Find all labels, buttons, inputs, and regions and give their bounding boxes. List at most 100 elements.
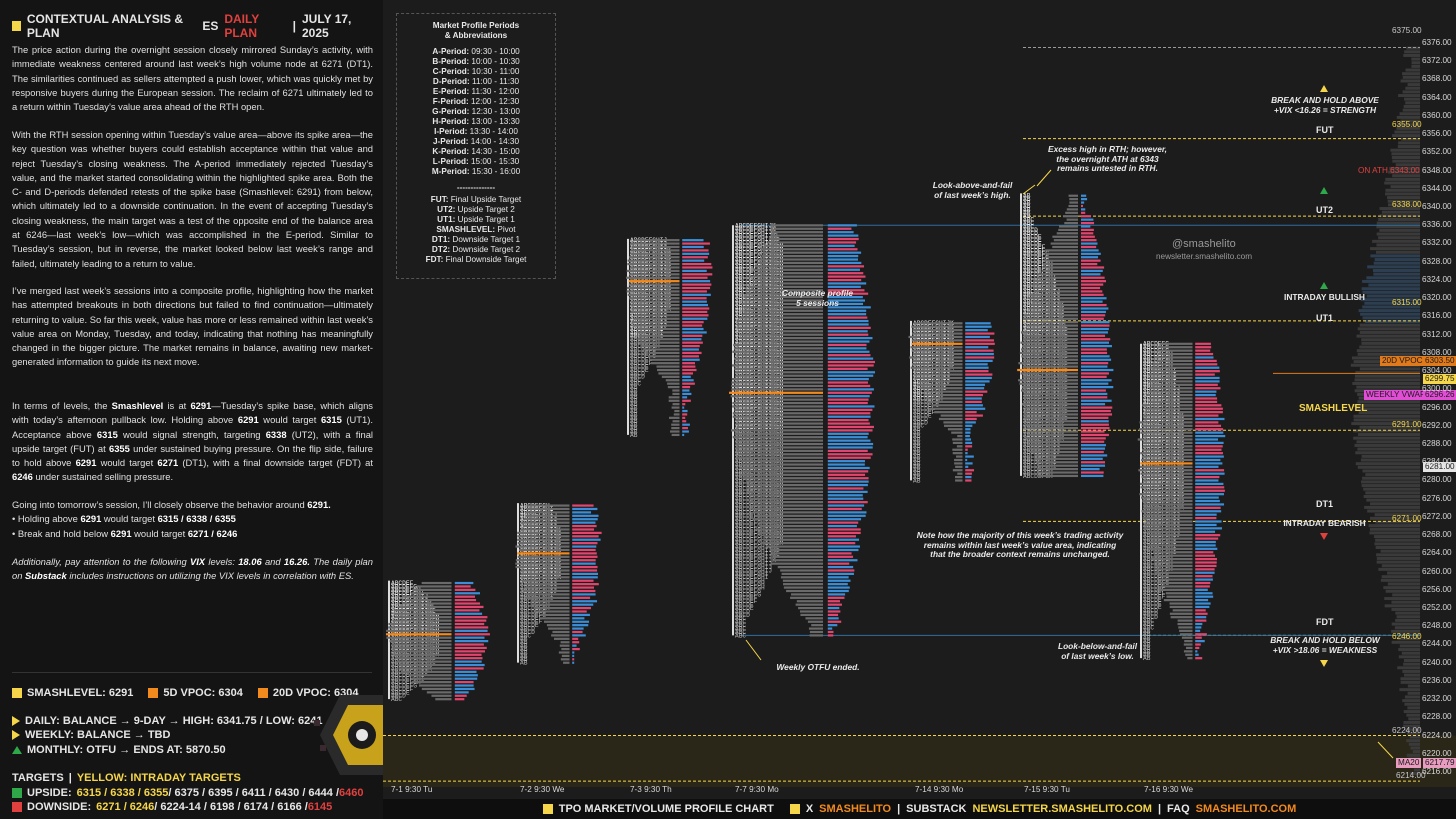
delta-bar — [1081, 420, 1109, 422]
footer-substack-link[interactable]: NEWSLETTER.SMASHELITO.COM — [972, 803, 1151, 815]
header-instrument: ES — [202, 19, 218, 33]
volume-bar — [666, 379, 680, 381]
delta-bar — [828, 323, 869, 325]
delta-bar — [828, 241, 856, 243]
volume-profile-bar — [1403, 663, 1420, 666]
delta-bar — [828, 573, 854, 575]
delta-bar — [572, 549, 595, 551]
volume-bar — [417, 585, 451, 587]
delta-bar — [965, 360, 992, 362]
delta-bar — [1195, 367, 1219, 369]
delta-bar — [965, 326, 991, 328]
delta-bar — [572, 621, 589, 623]
delta-bar — [1081, 280, 1106, 282]
otfu-annotation: Weekly OTFU ended. — [758, 663, 878, 673]
volume-profile-bar — [1392, 641, 1420, 644]
delta-bar — [1195, 438, 1218, 440]
sep: | — [69, 772, 72, 784]
volume-bar — [939, 418, 963, 420]
delta-bar — [828, 252, 861, 254]
abbr-item: FUT: Final Upside Target — [397, 195, 555, 205]
footer-x-link[interactable]: SMASHELITO — [819, 803, 891, 815]
delta-bar — [965, 411, 976, 413]
delta-bar — [682, 311, 707, 313]
volume-bar — [790, 597, 823, 599]
delta-bar — [1081, 287, 1100, 289]
delta-bar — [1081, 273, 1100, 275]
ma20-tag: MA20 — [1396, 758, 1421, 768]
delta-bar — [1195, 630, 1200, 632]
volume-bar — [782, 573, 823, 575]
volume-profile-bar — [1404, 98, 1420, 101]
delta-bar — [682, 355, 699, 357]
delta-bar — [1081, 441, 1104, 443]
delta-bar — [682, 301, 707, 303]
delta-bar — [455, 589, 476, 591]
volume-profile-bar — [1385, 178, 1420, 181]
volume-bar — [672, 407, 680, 409]
delta-bar — [682, 242, 710, 244]
delta-bar — [828, 624, 838, 626]
volume-bar — [1160, 343, 1193, 345]
header-plan: DAILY PLAN — [224, 12, 286, 40]
volume-profile-bar — [1377, 557, 1420, 560]
delta-bar — [682, 273, 712, 275]
delta-bar — [965, 380, 989, 382]
monthly-row: MONTHLY: OTFU → ENDS AT: 5870.50 — [12, 744, 226, 756]
delta-bar — [682, 246, 704, 248]
delta-bar — [682, 263, 711, 265]
delta-bar — [1195, 459, 1220, 461]
delta-bar — [828, 334, 869, 336]
delta-bar — [1081, 400, 1112, 402]
delta-bar — [1081, 311, 1106, 313]
volume-profile-bar — [1361, 480, 1420, 483]
volume-bar — [1166, 592, 1193, 594]
delta-bar — [572, 525, 596, 527]
volume-bar — [1059, 225, 1078, 227]
delta-bar — [828, 265, 864, 267]
delta-bar — [682, 318, 707, 320]
volume-profile-bar — [1381, 579, 1420, 582]
delta-bar — [965, 445, 972, 447]
delta-bar — [828, 426, 874, 428]
green-square-icon — [12, 788, 22, 798]
volume-profile-bar — [1406, 739, 1420, 742]
delta-bar — [1195, 425, 1221, 427]
volume-bar — [809, 627, 823, 629]
y-tick-label: 6356.00 — [1422, 129, 1452, 138]
footer-faq-link[interactable]: SMASHELITO.COM — [1196, 803, 1297, 815]
delta-bar — [965, 455, 974, 457]
delta-bar — [455, 602, 480, 604]
y-tick-label: 6308.00 — [1422, 348, 1452, 357]
volume-profile-bar — [1382, 564, 1420, 567]
volume-profile-bar — [1378, 568, 1420, 571]
delta-bar — [1081, 451, 1104, 453]
delta-bar — [572, 563, 595, 565]
delta-bar — [1081, 352, 1107, 354]
volume-profile-bar — [1359, 411, 1420, 414]
delta-bar — [455, 671, 477, 673]
volume-profile-bar — [1403, 76, 1420, 79]
volume-profile-bar — [1370, 528, 1420, 531]
volume-bar — [774, 228, 823, 230]
volume-bar — [1182, 637, 1193, 639]
delta-bar — [682, 270, 707, 272]
volume-profile-bar — [1353, 437, 1420, 440]
red-square-icon — [12, 802, 22, 812]
period-item: I-Period: 13:30 - 14:00 — [397, 127, 555, 137]
targets-title-row: TARGETS | YELLOW: INTRADAY TARGETS — [12, 772, 241, 784]
delta-bar — [828, 248, 858, 250]
volume-bar — [1173, 609, 1193, 611]
delta-bar — [828, 381, 868, 383]
volume-profile-bar — [1361, 459, 1420, 462]
delta-bar — [828, 392, 872, 394]
orange-square-icon — [148, 688, 158, 698]
delta-bar — [572, 631, 582, 633]
volume-bar — [774, 559, 823, 561]
delta-bar — [682, 277, 707, 279]
volume-profile-bar — [1384, 597, 1420, 600]
delta-bar — [1081, 359, 1111, 361]
volume-bar — [810, 631, 823, 633]
delta-bar — [682, 253, 709, 255]
delta-bar — [455, 681, 474, 683]
